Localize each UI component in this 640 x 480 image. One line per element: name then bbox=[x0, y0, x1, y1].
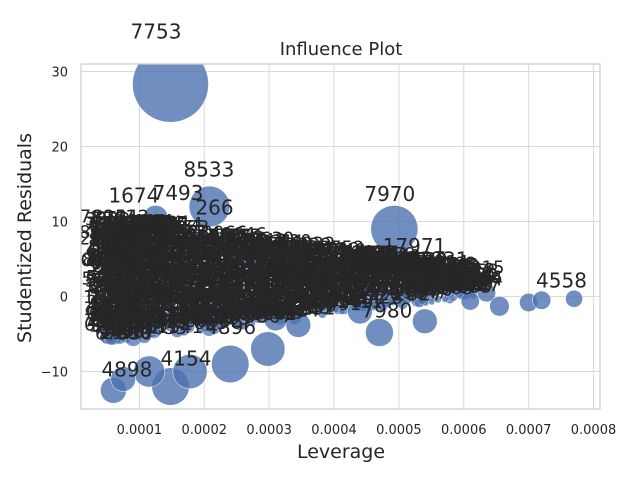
overplot-label: 1821 bbox=[265, 236, 311, 257]
overplot-label: 32664 bbox=[293, 272, 350, 293]
point-annotation: 8533 bbox=[183, 158, 234, 182]
x-tick-label: 0.0007 bbox=[506, 423, 552, 438]
y-tick-labels: −10 0 10 20 30 bbox=[41, 66, 68, 381]
chart-title: Influence Plot bbox=[280, 39, 403, 60]
overplot-label: 39213 bbox=[189, 247, 246, 268]
point-annotation: 4558 bbox=[536, 268, 587, 292]
influence-point bbox=[412, 308, 438, 334]
point-annotation: 2627 bbox=[393, 281, 444, 305]
x-tick-label: 0.0005 bbox=[376, 423, 422, 438]
y-tick-label: 30 bbox=[51, 66, 68, 81]
x-tick-label: 0.0004 bbox=[311, 423, 357, 438]
point-annotation: 8867 bbox=[243, 304, 294, 328]
x-tick-label: 0.0008 bbox=[571, 423, 617, 438]
point-annotation: 4154 bbox=[161, 347, 212, 371]
x-tick-labels: 0.0001 0.0002 0.0003 0.0004 0.0005 0.0006 0.00… bbox=[117, 423, 617, 438]
influence-point bbox=[365, 318, 394, 347]
y-tick-label: −10 bbox=[41, 366, 68, 381]
y-tick-label: 10 bbox=[51, 216, 68, 231]
overplot-label: 9168 bbox=[93, 256, 139, 277]
overplot-label: 051 bbox=[133, 303, 167, 324]
point-annotation: 1674 bbox=[108, 183, 159, 207]
y-axis-label: Studentized Residuals bbox=[14, 133, 36, 343]
influence-point bbox=[132, 64, 209, 123]
y-tick-label: 0 bbox=[60, 291, 68, 306]
influence-point bbox=[532, 290, 552, 310]
y-tick-label: 20 bbox=[51, 141, 68, 156]
point-annotation: 4898 bbox=[101, 357, 152, 381]
influence-point bbox=[565, 289, 583, 308]
point-annotation: 7970 bbox=[364, 182, 415, 206]
x-tick-label: 0.0002 bbox=[182, 423, 228, 438]
point-annotation: 31931 bbox=[405, 248, 469, 272]
x-tick-label: 0.0001 bbox=[117, 423, 163, 438]
overplot-label: 37699 bbox=[113, 221, 170, 242]
overplot-label: 67980 bbox=[213, 266, 270, 287]
point-annotation: 7753 bbox=[131, 19, 182, 43]
influence-point bbox=[211, 344, 250, 384]
x-tick-label: 0.0003 bbox=[246, 423, 292, 438]
overplot-label: 605 bbox=[91, 316, 125, 337]
x-axis-label: Leverage bbox=[297, 441, 385, 463]
x-tick-label: 0.0006 bbox=[441, 423, 487, 438]
point-annotation: 266 bbox=[195, 196, 233, 220]
data-points bbox=[98, 64, 583, 406]
